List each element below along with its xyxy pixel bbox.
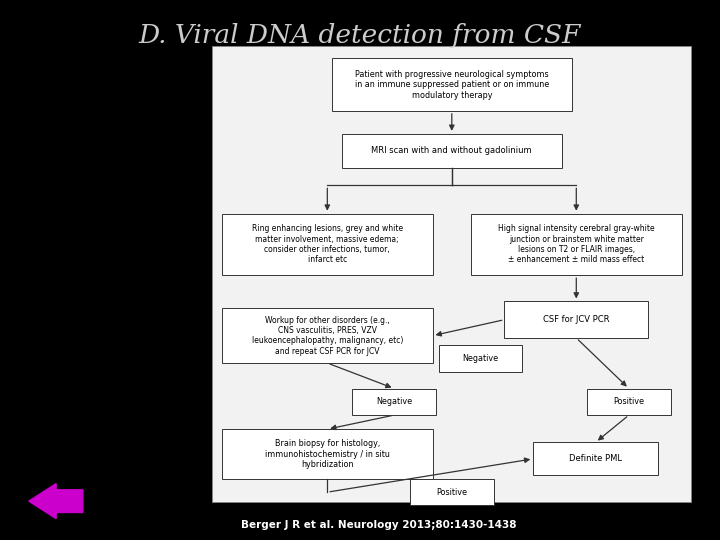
Bar	[438, 345, 523, 372]
Bar	[332, 58, 572, 111]
Text: D. Viral DNA detection from CSF: D. Viral DNA detection from CSF	[139, 23, 581, 48]
Text: Definite PML: Definite PML	[569, 454, 622, 463]
Bar	[353, 389, 436, 415]
Bar	[222, 214, 433, 275]
Bar	[212, 46, 691, 502]
Bar	[587, 389, 671, 415]
Text: Berger J R et al. Neurology 2013;80:1430-1438: Berger J R et al. Neurology 2013;80:1430…	[241, 520, 517, 530]
Bar	[342, 134, 562, 168]
Bar	[471, 214, 682, 275]
Text: Negative: Negative	[377, 397, 413, 406]
Bar	[505, 301, 648, 338]
Text: Workup for other disorders (e.g.,
CNS vasculitis, PRES, VZV
leukoencephalopathy,: Workup for other disorders (e.g., CNS va…	[251, 315, 403, 356]
Text: Brain biopsy for histology,
immunohistochemistry / in situ
hybridization: Brain biopsy for histology, immunohistoc…	[265, 440, 390, 469]
Text: MRI scan with and without gadolinium: MRI scan with and without gadolinium	[372, 146, 532, 156]
Text: CSF for JCV PCR: CSF for JCV PCR	[543, 315, 610, 324]
Text: Negative: Negative	[462, 354, 498, 363]
Bar	[410, 479, 494, 505]
Bar	[222, 308, 433, 363]
FancyArrow shape	[29, 484, 83, 518]
Text: Positive: Positive	[436, 488, 467, 497]
Text: Ring enhancing lesions, grey and white
matter involvement, massive edema;
consid: Ring enhancing lesions, grey and white m…	[252, 224, 403, 265]
Bar	[222, 429, 433, 480]
Bar	[534, 442, 657, 475]
Text: Positive: Positive	[613, 397, 644, 406]
Text: Patient with progressive neurological symptoms
in an immune suppressed patient o: Patient with progressive neurological sy…	[355, 70, 549, 99]
Text: High signal intensity cerebral gray-white
junction or brainstem white matter
les: High signal intensity cerebral gray-whit…	[498, 224, 654, 265]
